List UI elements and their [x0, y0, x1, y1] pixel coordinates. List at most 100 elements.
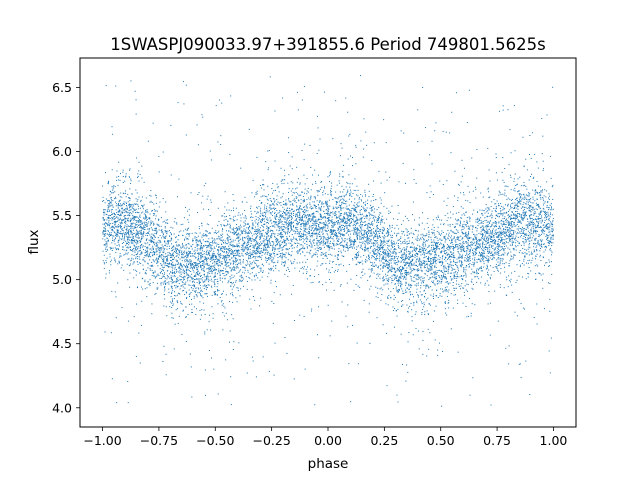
- data-point: [410, 284, 412, 286]
- data-point: [381, 219, 383, 221]
- data-point: [178, 266, 180, 268]
- data-point: [268, 207, 270, 209]
- data-point: [305, 215, 307, 217]
- data-point: [179, 272, 181, 274]
- data-point: [106, 233, 108, 235]
- data-point: [326, 241, 328, 243]
- data-point: [373, 242, 375, 244]
- data-point: [176, 244, 178, 246]
- data-point: [349, 193, 351, 195]
- data-point: [234, 232, 236, 234]
- data-point: [347, 225, 349, 227]
- data-point: [369, 224, 371, 226]
- data-point: [272, 198, 274, 200]
- data-point: [151, 233, 153, 235]
- data-point: [526, 169, 528, 171]
- data-point: [346, 246, 348, 248]
- data-point: [331, 185, 333, 187]
- data-point: [377, 275, 379, 277]
- data-point: [147, 247, 149, 249]
- data-point: [206, 247, 208, 249]
- data-point: [442, 130, 444, 132]
- data-point: [471, 281, 473, 283]
- data-point: [382, 324, 384, 326]
- data-point: [376, 209, 378, 211]
- data-point: [503, 228, 505, 230]
- data-point: [348, 363, 350, 365]
- data-point: [463, 246, 465, 248]
- data-point: [503, 245, 505, 247]
- data-point: [293, 230, 295, 232]
- data-point: [388, 248, 390, 250]
- data-point: [173, 348, 175, 350]
- data-point: [141, 252, 143, 254]
- data-point: [174, 251, 176, 253]
- data-point: [529, 234, 531, 236]
- data-point: [480, 255, 482, 257]
- data-point: [538, 233, 540, 235]
- data-point: [279, 294, 281, 296]
- data-point: [343, 213, 345, 215]
- data-point: [165, 231, 167, 233]
- data-point: [238, 271, 240, 273]
- data-point: [496, 259, 498, 261]
- data-point: [405, 275, 407, 277]
- data-point: [352, 218, 354, 220]
- data-point: [207, 279, 209, 281]
- data-point: [432, 262, 434, 264]
- data-point: [487, 260, 489, 262]
- data-point: [528, 199, 530, 201]
- data-point: [208, 264, 210, 266]
- data-point: [382, 245, 384, 247]
- data-point: [248, 236, 250, 238]
- data-point: [325, 209, 327, 211]
- data-point: [251, 268, 253, 270]
- data-point: [464, 233, 466, 235]
- data-point: [199, 240, 201, 242]
- data-point: [161, 249, 163, 251]
- data-point: [105, 222, 107, 224]
- data-point: [522, 210, 524, 212]
- data-point: [407, 311, 409, 313]
- data-point: [465, 224, 467, 226]
- data-point: [216, 258, 218, 260]
- data-point: [502, 105, 504, 107]
- data-point: [317, 219, 319, 221]
- data-point: [421, 246, 423, 248]
- data-point: [287, 225, 289, 227]
- data-point: [394, 283, 396, 285]
- data-point: [320, 252, 322, 254]
- data-point: [281, 183, 283, 185]
- data-point: [262, 250, 264, 252]
- data-point: [174, 217, 176, 219]
- data-point: [302, 247, 304, 249]
- data-point: [510, 225, 512, 227]
- data-point: [156, 245, 158, 247]
- data-point: [534, 239, 536, 241]
- data-point: [436, 247, 438, 249]
- data-point: [170, 233, 172, 235]
- data-point: [509, 248, 511, 250]
- data-point: [200, 253, 202, 255]
- data-point: [343, 216, 345, 218]
- data-point: [522, 253, 524, 255]
- data-point: [196, 296, 198, 298]
- data-point: [411, 280, 413, 282]
- data-point: [224, 255, 226, 257]
- data-point: [489, 244, 491, 246]
- data-point: [135, 113, 137, 115]
- data-point: [520, 221, 522, 223]
- data-point: [285, 227, 287, 229]
- data-point: [390, 270, 392, 272]
- data-point: [279, 253, 281, 255]
- data-point: [187, 210, 189, 212]
- data-point: [166, 260, 168, 262]
- data-point: [138, 256, 140, 258]
- data-point: [121, 264, 123, 266]
- data-point: [123, 269, 125, 271]
- data-point: [477, 211, 479, 213]
- data-point: [359, 209, 361, 211]
- data-point: [188, 289, 190, 291]
- data-point: [227, 280, 229, 282]
- data-point: [151, 239, 153, 241]
